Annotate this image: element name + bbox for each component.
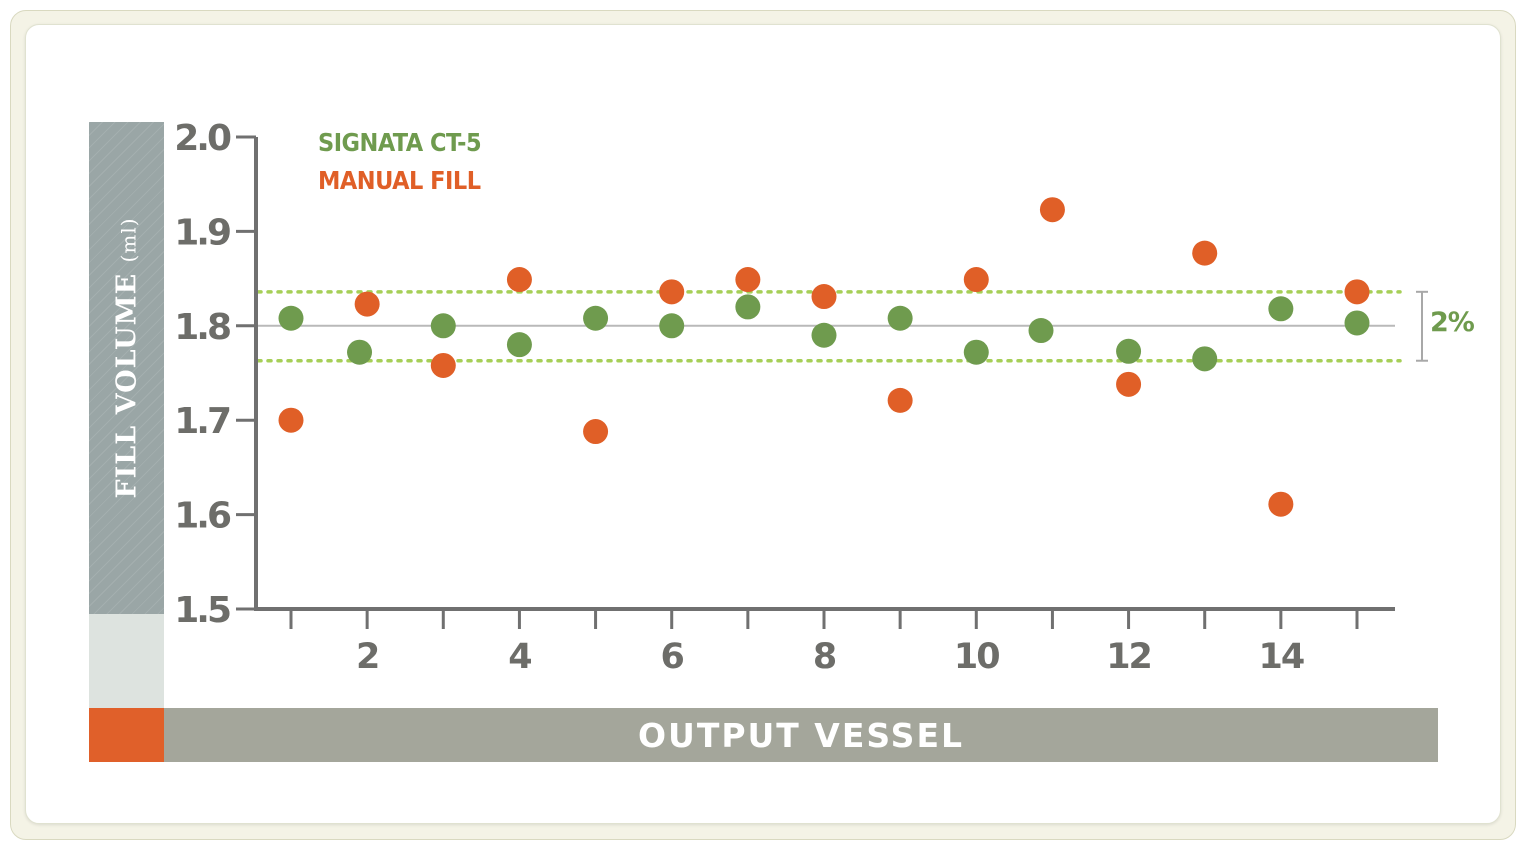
signata-point	[1268, 296, 1294, 322]
x-axis-title-bar: OUTPUT VESSEL	[164, 708, 1438, 762]
y-tick-label: 1.5	[174, 590, 230, 631]
x-tick-label: 14	[1258, 637, 1303, 677]
manual-fill-point	[354, 291, 380, 317]
y-axis-label-panel	[89, 122, 164, 614]
manual-fill-point	[887, 387, 913, 413]
manual-fill-point	[506, 267, 532, 293]
manual-fill-point	[659, 279, 685, 305]
x-tick-label: 10	[954, 637, 999, 677]
x-axis-title: OUTPUT VESSEL	[637, 715, 965, 755]
manual-fill-point	[1268, 491, 1294, 517]
manual-fill-point	[278, 407, 304, 433]
signata-point	[430, 313, 456, 339]
y-tick-label: 1.8	[174, 307, 230, 348]
signata-point	[887, 305, 913, 331]
manual-fill-point	[1344, 279, 1370, 305]
manual-fill-point	[1192, 240, 1218, 266]
manual-fill-point	[811, 284, 837, 310]
x-tick-label: 12	[1106, 637, 1151, 677]
signata-point	[1344, 310, 1370, 336]
legend-manual-fill: MANUAL FILL	[318, 166, 481, 195]
signata-point	[1028, 318, 1054, 344]
chart-card	[25, 24, 1501, 824]
manual-fill-point	[1039, 197, 1065, 223]
manual-fill-point	[583, 419, 609, 445]
signata-point	[963, 339, 989, 365]
y-tick-label: 1.6	[174, 496, 231, 537]
manual-fill-point	[1116, 371, 1142, 397]
signata-point	[735, 294, 761, 320]
corner-accent-block	[89, 708, 164, 762]
y-tick-label: 1.7	[174, 401, 230, 442]
signata-point	[347, 339, 373, 365]
x-tick-label: 4	[508, 637, 531, 677]
signata-point	[506, 332, 532, 358]
x-tick-label: 6	[661, 637, 684, 677]
manual-fill-point	[735, 267, 761, 293]
x-tick-label: 2	[356, 637, 378, 677]
signata-point	[1192, 346, 1218, 372]
tolerance-band-label: 2%	[1430, 307, 1475, 338]
y-tick-label: 2.0	[174, 118, 231, 159]
signata-point	[1116, 338, 1142, 364]
manual-fill-point	[430, 352, 456, 378]
x-tick-label: 8	[813, 637, 836, 677]
signata-point	[278, 305, 304, 331]
manual-fill-point	[963, 267, 989, 293]
signata-point	[811, 322, 837, 348]
y-axis-label-panel-lower	[89, 614, 164, 708]
legend-signata-ct5: SIGNATA CT-5	[318, 128, 482, 157]
signata-point	[659, 313, 685, 339]
y-tick-label: 1.9	[174, 212, 230, 253]
signata-point	[583, 305, 609, 331]
